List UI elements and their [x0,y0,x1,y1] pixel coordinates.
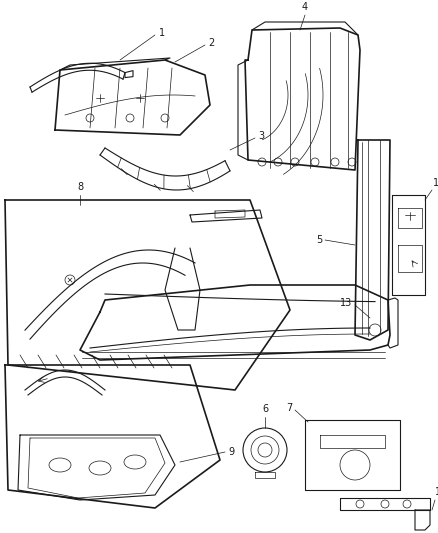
Text: 3: 3 [258,131,264,141]
Text: 5: 5 [316,235,322,245]
Text: 8: 8 [77,182,83,192]
Text: 13: 13 [340,298,352,308]
Text: 9: 9 [228,447,234,457]
Text: 1: 1 [159,28,165,38]
Text: 7: 7 [286,403,292,413]
Text: 10: 10 [435,487,438,497]
Text: 4: 4 [302,2,308,12]
Text: 2: 2 [208,38,214,48]
Text: 6: 6 [262,404,268,414]
Text: 12: 12 [433,178,438,188]
